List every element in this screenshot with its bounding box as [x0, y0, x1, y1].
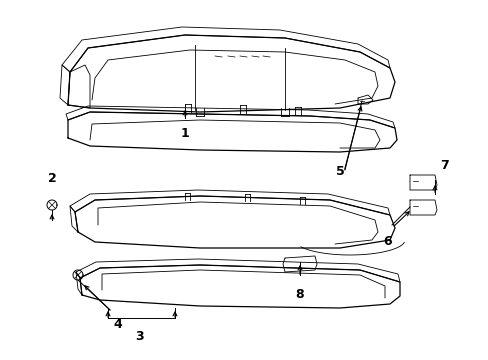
Text: 7: 7	[439, 159, 448, 172]
Text: 8: 8	[295, 288, 304, 301]
Text: 2: 2	[47, 172, 56, 185]
Text: 6: 6	[383, 235, 391, 248]
Text: 1: 1	[180, 127, 189, 140]
Text: 5: 5	[335, 165, 344, 178]
Text: 4: 4	[113, 318, 122, 331]
Text: 3: 3	[135, 330, 144, 343]
